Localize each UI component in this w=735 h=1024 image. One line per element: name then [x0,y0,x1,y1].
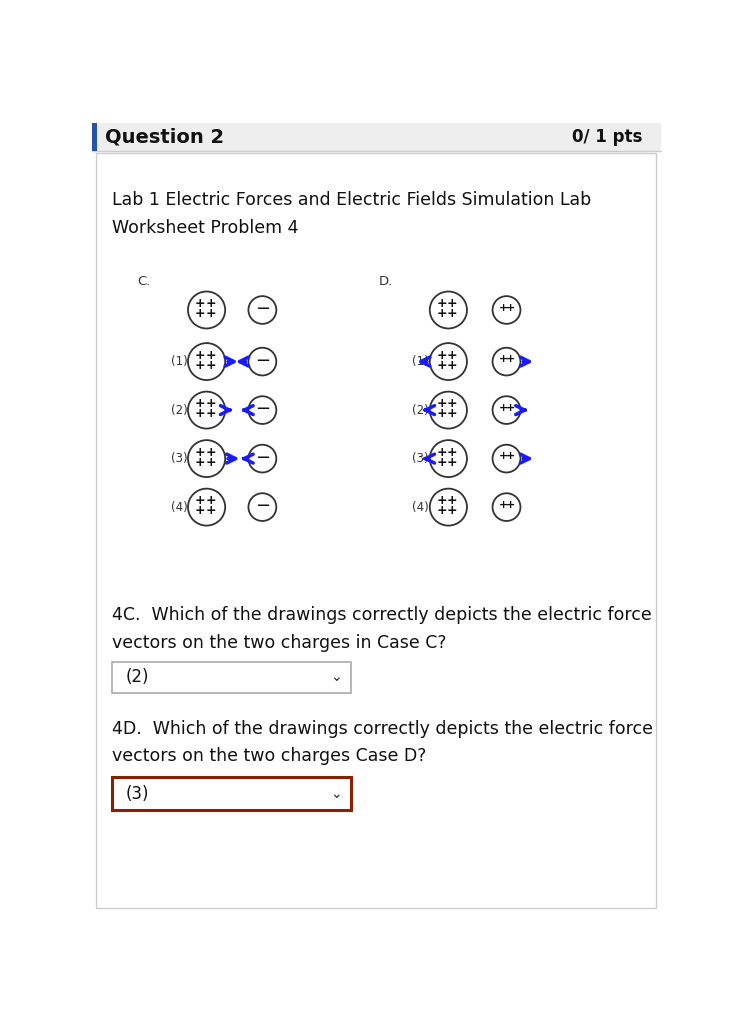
Text: +: + [205,456,216,469]
Ellipse shape [188,488,225,525]
Text: +: + [195,445,206,459]
Text: Worksheet Problem 4: Worksheet Problem 4 [112,219,298,238]
Text: +: + [447,349,458,361]
Text: +: + [437,349,448,361]
Text: C.: C. [137,275,150,289]
Text: +: + [499,303,508,312]
Text: +: + [437,359,448,372]
Ellipse shape [430,391,467,429]
Text: +: + [437,505,448,517]
Ellipse shape [248,348,276,376]
Text: +: + [437,408,448,421]
Ellipse shape [248,444,276,472]
Bar [112,662,351,692]
Text: +: + [195,495,206,508]
Bar [92,123,662,151]
Ellipse shape [188,343,225,380]
Ellipse shape [430,440,467,477]
Ellipse shape [188,440,225,477]
Text: +: + [205,307,216,321]
Text: (1): (1) [412,355,429,368]
Text: +: + [205,359,216,372]
Text: +: + [447,307,458,321]
Text: 0/ 1 pts: 0/ 1 pts [572,128,642,145]
Text: +: + [437,445,448,459]
Text: +: + [447,456,458,469]
Text: −: − [255,498,270,515]
Text: (2): (2) [171,403,187,417]
Text: 4C.  Which of the drawings correctly depicts the electric force
vectors on the t: 4C. Which of the drawings correctly depi… [112,606,652,652]
Bar [92,123,97,151]
Text: +: + [205,445,216,459]
Ellipse shape [492,348,520,376]
Text: −: − [255,352,270,370]
Text: +: + [447,495,458,508]
Text: −: − [255,300,270,318]
Text: +: + [205,297,216,310]
Text: +: + [499,354,508,365]
Ellipse shape [430,488,467,525]
Text: +: + [205,505,216,517]
Text: +: + [195,505,206,517]
Ellipse shape [248,494,276,521]
Text: −: − [255,400,270,419]
Ellipse shape [248,296,276,324]
Text: +: + [499,402,508,413]
Text: (1): (1) [171,355,187,368]
Ellipse shape [188,391,225,429]
Bar [112,777,351,810]
Text: +: + [506,452,515,461]
Text: +: + [437,456,448,469]
Text: Lab 1 Electric Forces and Electric Fields Simulation Lab: Lab 1 Electric Forces and Electric Field… [112,190,591,209]
Text: +: + [195,456,206,469]
Text: (4): (4) [171,501,187,514]
Ellipse shape [492,296,520,324]
Text: +: + [447,359,458,372]
Text: (3): (3) [412,453,429,465]
Ellipse shape [430,343,467,380]
Text: +: + [195,408,206,421]
Text: 4D.  Which of the drawings correctly depicts the electric force
vectors on the t: 4D. Which of the drawings correctly depi… [112,720,653,765]
Ellipse shape [188,292,225,329]
Text: +: + [447,297,458,310]
Text: (4): (4) [412,501,429,514]
Text: ⌄: ⌄ [330,671,342,684]
Text: (2): (2) [126,669,149,686]
Text: +: + [447,505,458,517]
Text: Question 2: Question 2 [105,127,224,146]
Text: +: + [506,303,515,312]
Ellipse shape [248,396,276,424]
Text: +: + [437,397,448,411]
Text: +: + [205,349,216,361]
Text: +: + [205,408,216,421]
Text: +: + [506,500,515,510]
Text: (3): (3) [126,784,149,803]
Text: +: + [447,408,458,421]
Text: D.: D. [379,275,393,289]
Text: +: + [499,452,508,461]
Text: −: − [255,449,270,467]
Text: +: + [195,307,206,321]
Text: +: + [437,307,448,321]
Text: (3): (3) [171,453,187,465]
Text: +: + [205,397,216,411]
Text: +: + [447,397,458,411]
Text: +: + [205,495,216,508]
Text: +: + [437,297,448,310]
Text: +: + [195,397,206,411]
Text: +: + [195,297,206,310]
Text: +: + [195,349,206,361]
Ellipse shape [492,494,520,521]
Text: +: + [437,495,448,508]
Text: +: + [447,445,458,459]
Text: ⌄: ⌄ [330,786,342,801]
Ellipse shape [492,396,520,424]
Text: +: + [195,359,206,372]
Text: +: + [499,500,508,510]
Ellipse shape [430,292,467,329]
Ellipse shape [492,444,520,472]
Text: (2): (2) [412,403,429,417]
Text: +: + [506,402,515,413]
Text: +: + [506,354,515,365]
